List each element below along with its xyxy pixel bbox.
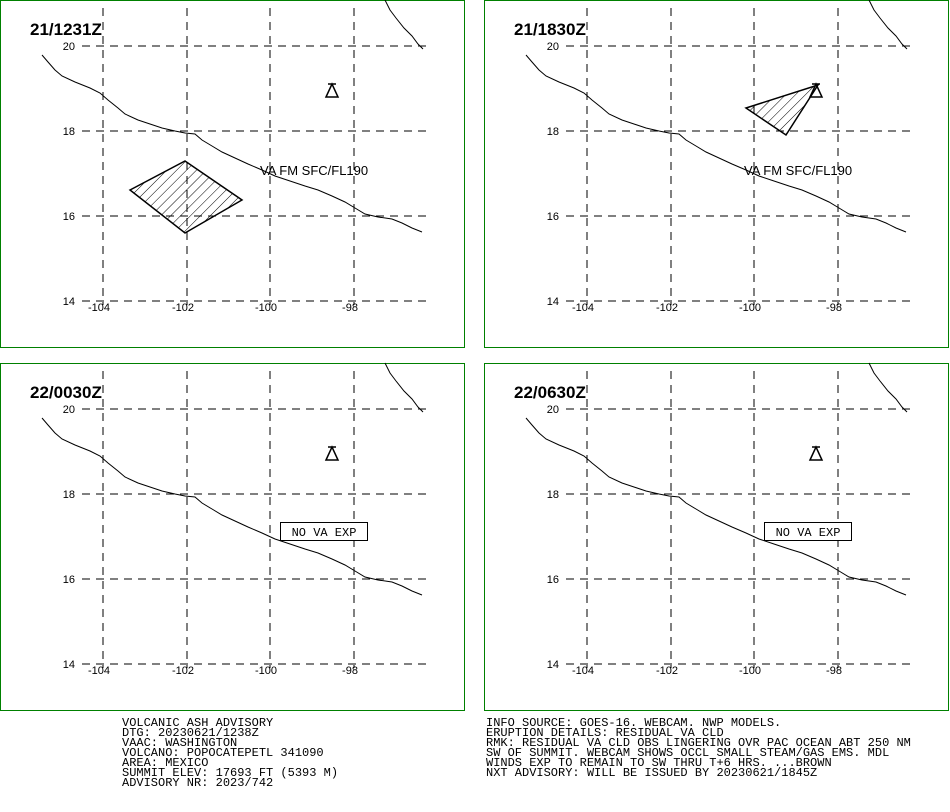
- advisory-line: VOLCANIC ASH ADVISORY: [122, 716, 273, 730]
- advisory-line: VOLCANO: POPOCATEPETL 341090: [122, 746, 324, 760]
- coastline: [868, 362, 908, 413]
- volcano-icon: [324, 445, 340, 461]
- lon-label: -100: [255, 665, 277, 677]
- lat-label: 16: [63, 211, 75, 223]
- coastline: [868, 0, 908, 50]
- lat-label: 14: [547, 659, 559, 671]
- ash-annotation: VA FM SFC/FL190: [260, 163, 368, 178]
- advisory-line: RMK: RESIDUAL VA CLD OBS LINGERING OVR P…: [486, 736, 911, 750]
- ash-cloud: [128, 160, 244, 234]
- lat-label: 14: [63, 296, 75, 308]
- lon-label: -98: [826, 302, 842, 314]
- panel-frame: [484, 0, 949, 348]
- coastline: [384, 362, 424, 413]
- coastline: [525, 54, 907, 233]
- coastline: [525, 417, 907, 596]
- advisory-line: ERUPTION DETAILS: RESIDUAL VA CLD: [486, 726, 724, 740]
- coastline: [384, 0, 424, 50]
- lat-label: 18: [63, 489, 75, 501]
- lon-label: -104: [88, 302, 110, 314]
- advisory-line: ADVISORY NR: 2023/742: [122, 776, 273, 790]
- advisory-line: SUMMIT ELEV: 17693 FT (5393 M): [122, 766, 338, 780]
- advisory-line: INFO SOURCE: GOES-16. WEBCAM. NWP MODELS…: [486, 716, 781, 730]
- lat-label: 20: [547, 404, 559, 416]
- volcano-icon: [808, 445, 824, 461]
- lon-label: -100: [739, 665, 761, 677]
- lon-label: -102: [656, 665, 678, 677]
- advisory-line: DTG: 20230621/1238Z: [122, 726, 259, 740]
- lat-label: 20: [63, 41, 75, 53]
- lat-label: 20: [547, 41, 559, 53]
- ash-annotation: NO VA EXP: [776, 526, 841, 540]
- valid-time: 21/1231Z: [30, 20, 102, 39]
- lat-label: 20: [63, 404, 75, 416]
- lon-label: -102: [172, 302, 194, 314]
- map-panel: 20 18 16 14 -104 -102 -100 -98 22/0630Z NO VA EXP: [484, 362, 949, 711]
- panel-frame: [0, 0, 465, 348]
- lon-label: -104: [572, 665, 594, 677]
- coastline: [41, 54, 423, 233]
- lat-label: 16: [547, 211, 559, 223]
- lon-label: -100: [739, 302, 761, 314]
- coastline: [41, 417, 423, 596]
- advisory-line: SW OF SUMMIT. WEBCAM SHOWS OCCL SMALL ST…: [486, 746, 889, 760]
- panel-frame: [484, 363, 949, 711]
- advisory-line: AREA: MEXICO: [122, 756, 208, 770]
- lat-label: 18: [547, 489, 559, 501]
- lon-label: -98: [342, 665, 358, 677]
- lat-label: 14: [63, 659, 75, 671]
- ash-annotation: VA FM SFC/FL190: [744, 163, 852, 178]
- advisory-line: NXT ADVISORY: WILL BE ISSUED BY 20230621…: [486, 766, 817, 780]
- volcano-icon: [324, 82, 340, 98]
- valid-time: 22/0030Z: [30, 383, 102, 402]
- valid-time: 22/0630Z: [514, 383, 586, 402]
- advisory-line: WINDS EXP TO REMAIN TO SW THRU T+6 HRS. …: [486, 756, 832, 770]
- lon-label: -102: [656, 302, 678, 314]
- lon-label: -98: [342, 302, 358, 314]
- panel-frame: [0, 363, 465, 711]
- lon-label: -100: [255, 302, 277, 314]
- lat-label: 18: [63, 126, 75, 138]
- annotation-box: [764, 522, 852, 541]
- lon-label: -98: [826, 665, 842, 677]
- lon-label: -102: [172, 665, 194, 677]
- valid-time: 21/1830Z: [514, 20, 586, 39]
- lat-label: 14: [547, 296, 559, 308]
- map-panel: 20 18 16 14 -104 -102 -100 -98 21/1830Z VA FM SFC…: [484, 0, 949, 348]
- lon-label: -104: [88, 665, 110, 677]
- advisory-line: VAAC: WASHINGTON: [122, 736, 237, 750]
- ash-cloud: [744, 83, 820, 137]
- ash-annotation: NO VA EXP: [292, 526, 357, 540]
- map-panel: 20 18 16 14 -104 -102 -100 -98 22/0030Z NO VA EXP: [0, 362, 465, 711]
- lat-label: 16: [63, 574, 75, 586]
- lat-label: 16: [547, 574, 559, 586]
- annotation-box: [280, 522, 368, 541]
- lon-label: -104: [572, 302, 594, 314]
- map-panel: 20 18 16 14 -104 -102 -100 -98 21/1231Z VA FM SFC…: [0, 0, 465, 348]
- lat-label: 18: [547, 126, 559, 138]
